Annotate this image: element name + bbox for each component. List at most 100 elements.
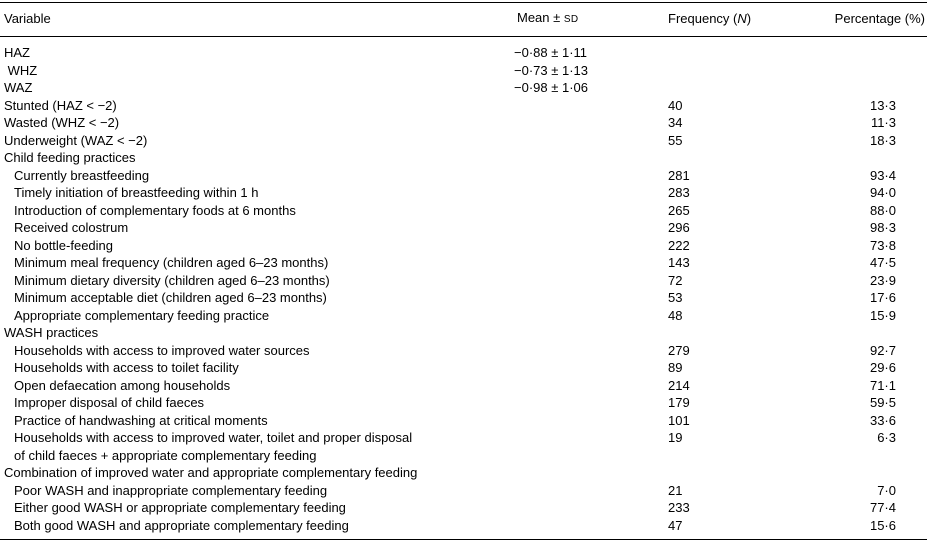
frequency-cell: 48 (668, 307, 683, 323)
frequency-n-symbol: N (737, 11, 747, 26)
table-row: Minimum meal frequency (children aged 6–… (0, 254, 927, 272)
variable-cell: WHZ (4, 62, 38, 78)
mean-cell (513, 499, 667, 517)
table-row: Households with access to toilet facilit… (0, 359, 927, 377)
table-row: WHZ −0·73 ± 1·13 (0, 62, 927, 80)
variable-cell: Improper disposal of child faeces (14, 395, 205, 410)
frequency-cell (667, 149, 797, 167)
variable-cell: Currently breastfeeding (14, 167, 150, 183)
percentage-cell: 23·9 (869, 272, 896, 288)
frequency-cell: 265 (668, 202, 690, 218)
col-header-percentage: Percentage (%) (797, 2, 927, 37)
frequency-cell: 40 (668, 97, 683, 113)
mean-cell (513, 464, 667, 482)
frequency-cell: 214 (668, 377, 690, 393)
variable-cell: Either good WASH or appropriate compleme… (14, 500, 346, 515)
percentage-cell: 29·6 (869, 360, 896, 375)
percentage-cell: 98·3 (869, 220, 896, 235)
mean-cell (513, 324, 667, 342)
table-row: Received colostrum 296 98·3 (0, 219, 927, 237)
variable-cell: Minimum dietary diversity (children aged… (14, 272, 330, 288)
table-row: WAZ −0·98 ± 1·06 (0, 79, 927, 97)
frequency-cell: 19 (668, 430, 683, 445)
percentage-cell: 6·3 (877, 430, 896, 445)
variable-cell: Timely initiation of breastfeeding withi… (14, 185, 259, 200)
frequency-cell: 47 (668, 517, 683, 533)
variable-cell: Minimum acceptable diet (children aged 6… (14, 290, 327, 305)
percentage-cell: 13·3 (869, 97, 896, 113)
col-header-variable: Variable (0, 2, 513, 37)
frequency-cell (667, 324, 797, 342)
table-row: Households with access to improved water… (0, 342, 927, 360)
table-row: Appropriate complementary feeding practi… (0, 307, 927, 325)
percentage-cell: 18·3 (869, 132, 896, 148)
frequency-cell: 281 (668, 167, 690, 183)
mean-cell (513, 167, 667, 185)
mean-cell (513, 429, 667, 464)
frequency-cell: 72 (668, 272, 683, 288)
percentage-cell: 94·0 (869, 185, 896, 200)
table-row: Either good WASH or appropriate compleme… (0, 499, 927, 517)
frequency-cell: 34 (668, 115, 683, 130)
variable-cell: Received colostrum (14, 220, 129, 235)
mean-cell (513, 517, 667, 540)
table-row: Underweight (WAZ < −2) 55 18·3 (0, 132, 927, 150)
table-row: Practice of handwashing at critical mome… (0, 412, 927, 430)
mean-cell: −0·73 ± 1·13 (514, 62, 588, 78)
frequency-cell: 279 (668, 342, 690, 358)
variable-cell: WAZ (4, 80, 33, 95)
percentage-cell: 7·0 (877, 482, 896, 498)
table-row: Currently breastfeeding 281 93·4 (0, 167, 927, 185)
table-row: Timely initiation of breastfeeding withi… (0, 184, 927, 202)
table-row: Both good WASH and appropriate complemen… (0, 517, 927, 540)
frequency-cell (667, 62, 797, 80)
mean-cell (513, 202, 667, 220)
variable-cell: Households with access to toilet facilit… (14, 360, 239, 375)
table-row: Wasted (WHZ < −2) 34 11·3 (0, 114, 927, 132)
variable-cell: Open defaecation among households (14, 377, 231, 393)
mean-cell (513, 342, 667, 360)
table-row: Child feeding practices (0, 149, 927, 167)
sd-label: SD (563, 14, 579, 25)
frequency-cell: 296 (668, 220, 690, 235)
percentage-cell: 88·0 (869, 202, 896, 218)
frequency-cell: 222 (668, 237, 690, 253)
mean-cell (513, 377, 667, 395)
percentage-cell: 71·1 (869, 377, 896, 393)
variable-cell: Households with access to improved water… (14, 342, 310, 358)
percentage-cell (797, 149, 927, 167)
frequency-cell: 53 (668, 290, 683, 305)
table-row: Poor WASH and inappropriate complementar… (0, 482, 927, 500)
variable-cell: WASH practices (4, 325, 99, 340)
table-row: Combination of improved water and approp… (0, 464, 927, 482)
mean-cell (513, 237, 667, 255)
mean-label: Mean ± (517, 10, 564, 25)
variable-cell: Introduction of complementary foods at 6… (14, 202, 296, 218)
variable-cell: Both good WASH and appropriate complemen… (14, 517, 349, 533)
frequency-cell: 89 (668, 360, 683, 375)
percentage-cell: 47·5 (869, 255, 896, 270)
frequency-cell (667, 464, 797, 482)
mean-cell (513, 132, 667, 150)
variable-cell: Minimum meal frequency (children aged 6–… (14, 255, 329, 270)
variable-cell: Appropriate complementary feeding practi… (14, 307, 270, 323)
table-row: Minimum dietary diversity (children aged… (0, 272, 927, 290)
frequency-cell: 55 (668, 132, 683, 148)
table-row: No bottle-feeding 222 73·8 (0, 237, 927, 255)
table-row: Households with access to improved water… (0, 429, 927, 464)
mean-cell (513, 394, 667, 412)
variable-cell: Wasted (WHZ < −2) (4, 115, 120, 130)
variable-cell: Households with access to improved water… (14, 430, 413, 463)
frequency-cell: 283 (668, 185, 690, 200)
mean-cell (513, 307, 667, 325)
mean-cell (513, 359, 667, 377)
table-row: Open defaecation among households 214 71… (0, 377, 927, 395)
percentage-cell: 77·4 (869, 500, 896, 515)
mean-cell (513, 149, 667, 167)
mean-cell (513, 254, 667, 272)
frequency-cell (667, 79, 797, 97)
table-body: HAZ −0·88 ± 1·11 WHZ −0·73 ± 1·13 WAZ −0… (0, 37, 927, 540)
percentage-cell (797, 62, 927, 80)
table-row: WASH practices (0, 324, 927, 342)
